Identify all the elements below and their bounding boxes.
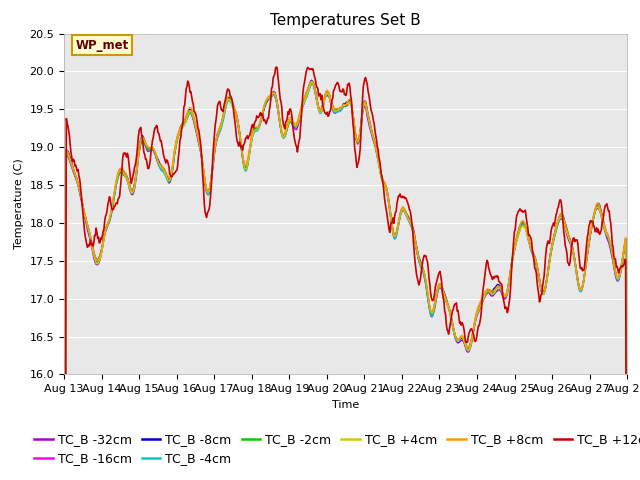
TC_B -8cm	[128, 187, 136, 193]
Line: TC_B -8cm: TC_B -8cm	[64, 80, 627, 480]
TC_B -8cm	[186, 107, 193, 113]
TC_B -16cm	[431, 299, 439, 305]
TC_B -4cm	[308, 80, 316, 86]
TC_B +12cm	[273, 64, 280, 70]
TC_B -2cm	[128, 188, 136, 194]
Line: TC_B +12cm: TC_B +12cm	[64, 67, 627, 480]
TC_B -8cm	[215, 128, 223, 133]
TC_B -4cm	[128, 191, 136, 196]
Line: TC_B -16cm: TC_B -16cm	[64, 81, 627, 480]
TC_B +12cm	[415, 282, 422, 288]
Y-axis label: Temperature (C): Temperature (C)	[14, 158, 24, 250]
TC_B -16cm	[215, 129, 223, 135]
TC_B -16cm	[308, 78, 316, 84]
TC_B +4cm	[308, 80, 316, 85]
TC_B -4cm	[186, 111, 193, 117]
TC_B -2cm	[431, 298, 439, 304]
Line: TC_B -4cm: TC_B -4cm	[64, 83, 627, 480]
Line: TC_B -2cm: TC_B -2cm	[64, 82, 627, 480]
Line: TC_B +4cm: TC_B +4cm	[64, 83, 627, 480]
TC_B +12cm	[128, 176, 136, 182]
TC_B -2cm	[186, 110, 193, 116]
TC_B +8cm	[415, 255, 422, 261]
TC_B +8cm	[186, 105, 193, 111]
TC_B -2cm	[308, 79, 316, 84]
TC_B -8cm	[415, 254, 422, 260]
TC_B +12cm	[431, 284, 439, 290]
TC_B -2cm	[215, 127, 223, 132]
TC_B +12cm	[215, 99, 223, 105]
TC_B -4cm	[215, 130, 223, 136]
TC_B +8cm	[70, 169, 78, 175]
TC_B -8cm	[431, 298, 439, 304]
TC_B +12cm	[70, 157, 78, 163]
TC_B +4cm	[70, 169, 78, 175]
TC_B -16cm	[415, 257, 422, 263]
TC_B -32cm	[431, 302, 439, 308]
TC_B +4cm	[215, 128, 223, 134]
TC_B -16cm	[70, 169, 78, 175]
Line: TC_B +8cm: TC_B +8cm	[64, 81, 627, 480]
TC_B -32cm	[128, 192, 136, 198]
Title: Temperatures Set B: Temperatures Set B	[270, 13, 421, 28]
TC_B -8cm	[308, 77, 316, 83]
TC_B -2cm	[70, 170, 78, 176]
Text: WP_met: WP_met	[76, 39, 129, 52]
TC_B -4cm	[70, 169, 78, 175]
TC_B -4cm	[431, 300, 439, 306]
TC_B -32cm	[186, 110, 193, 116]
TC_B -32cm	[215, 131, 223, 136]
TC_B +4cm	[128, 190, 136, 196]
Line: TC_B -32cm: TC_B -32cm	[64, 84, 627, 480]
TC_B -8cm	[70, 168, 78, 174]
TC_B +8cm	[128, 188, 136, 194]
Legend: TC_B -32cm, TC_B -16cm, TC_B -8cm, TC_B -4cm, TC_B -2cm, TC_B +4cm, TC_B +8cm, T: TC_B -32cm, TC_B -16cm, TC_B -8cm, TC_B …	[29, 428, 640, 470]
X-axis label: Time: Time	[332, 400, 359, 409]
TC_B +12cm	[186, 84, 193, 90]
TC_B -32cm	[308, 81, 316, 87]
TC_B -16cm	[128, 190, 136, 195]
TC_B -16cm	[186, 110, 193, 116]
TC_B +4cm	[186, 109, 193, 115]
TC_B -2cm	[415, 257, 422, 263]
TC_B -32cm	[415, 258, 422, 264]
TC_B +8cm	[308, 78, 316, 84]
TC_B -32cm	[70, 171, 78, 177]
TC_B +4cm	[415, 256, 422, 262]
TC_B +4cm	[431, 299, 439, 304]
TC_B +8cm	[431, 297, 439, 302]
TC_B -4cm	[415, 258, 422, 264]
TC_B +8cm	[215, 126, 223, 132]
